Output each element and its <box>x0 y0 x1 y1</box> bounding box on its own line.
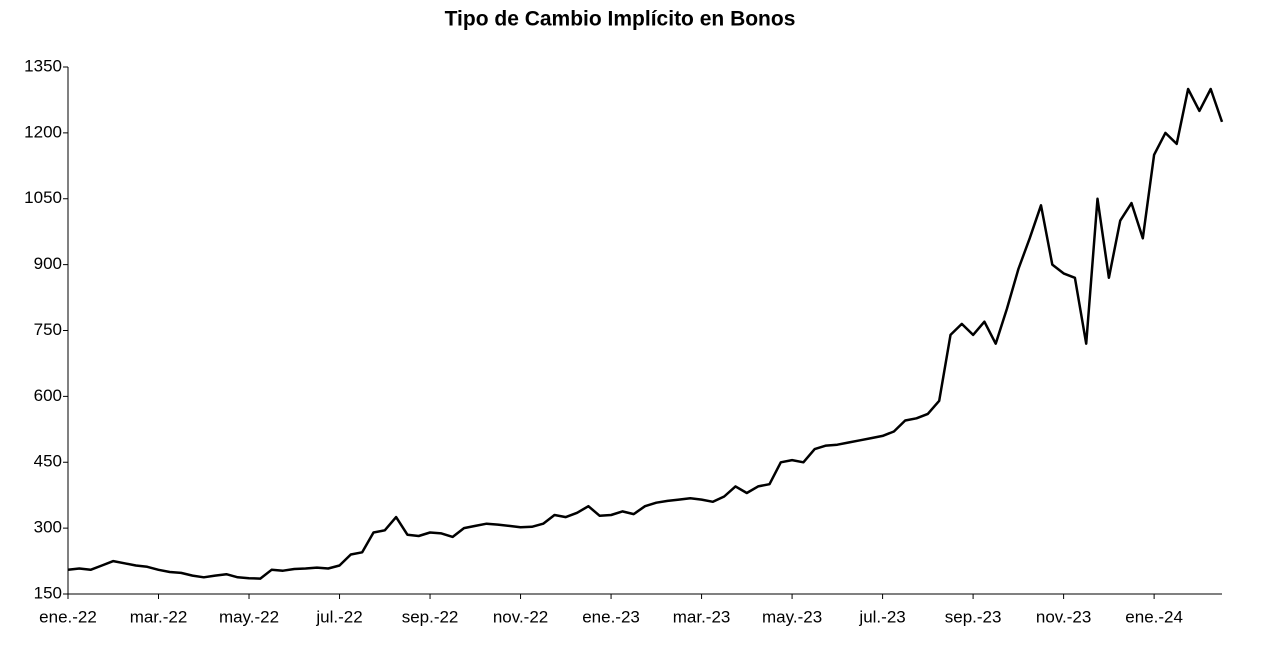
x-tick-label: may.-22 <box>219 607 279 626</box>
x-tick-label: ene.-24 <box>1125 607 1183 626</box>
x-tick-label: mar.-23 <box>673 607 731 626</box>
y-tick-label: 900 <box>34 254 62 273</box>
y-tick-label: 1200 <box>24 122 62 141</box>
x-tick-label: jul.-23 <box>858 607 905 626</box>
x-tick-label: sep.-23 <box>945 607 1002 626</box>
y-tick-label: 1050 <box>24 188 62 207</box>
data-line <box>67 87 1224 580</box>
y-tick-label: 450 <box>34 452 62 471</box>
y-tick-label: 300 <box>34 518 62 537</box>
x-tick-label: ene.-23 <box>582 607 640 626</box>
y-tick-label: 600 <box>34 386 62 405</box>
x-tick-label: mar.-22 <box>130 607 188 626</box>
x-tick-label: nov.-23 <box>1036 607 1091 626</box>
y-tick-label: 750 <box>34 320 62 339</box>
x-tick-label: nov.-22 <box>493 607 548 626</box>
x-tick-label: ene.-22 <box>39 607 97 626</box>
y-tick-label: 1350 <box>24 56 62 75</box>
x-tick-label: may.-23 <box>762 607 822 626</box>
x-tick-label: sep.-22 <box>402 607 459 626</box>
y-tick-label: 150 <box>34 583 62 602</box>
x-tick-label: jul.-22 <box>315 607 362 626</box>
chart-title: Tipo de Cambio Implícito en Bonos <box>445 8 796 31</box>
